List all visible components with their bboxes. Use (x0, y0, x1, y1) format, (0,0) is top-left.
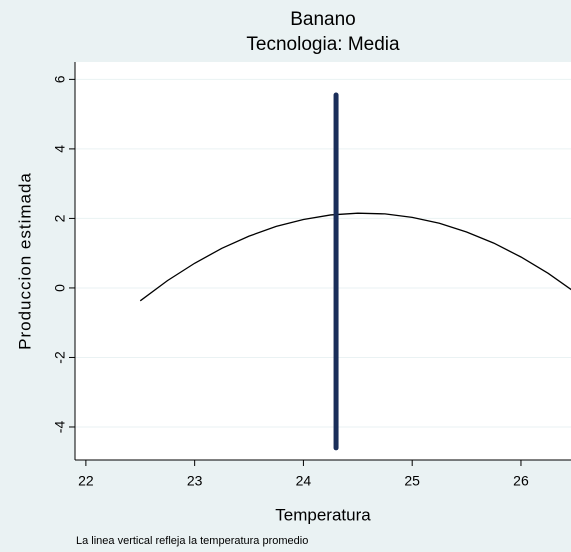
x-tick-label: 22 (78, 473, 94, 489)
x-tick-label: 26 (513, 473, 529, 489)
x-tick-label: 25 (404, 473, 420, 489)
y-tick-label: -2 (52, 351, 68, 364)
y-tick-label: 4 (52, 145, 68, 153)
plot-layer (139, 92, 571, 451)
plot-area (75, 62, 571, 460)
y-tick-label: -4 (52, 421, 68, 434)
chart-title: Banano (290, 9, 356, 30)
x-tick-label: 24 (296, 473, 312, 489)
curve (139, 212, 571, 302)
chart-subtitle: Tecnologia: Media (246, 34, 400, 55)
x-tick-label: 23 (187, 473, 203, 489)
y-tick-label: 6 (52, 75, 68, 83)
y-axis-label: Produccion estimada (15, 172, 34, 350)
note: La linea vertical refleja la temperatura… (76, 535, 308, 547)
x-axis-label: Temperatura (275, 505, 371, 524)
y-tick-label: 2 (52, 214, 68, 222)
y-tick-label: 0 (52, 284, 68, 292)
